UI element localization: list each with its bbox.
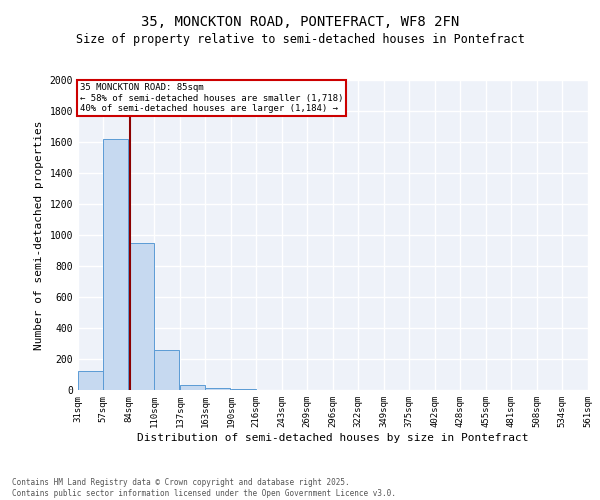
Bar xyxy=(180,384,205,390)
Bar xyxy=(129,243,154,390)
Bar xyxy=(78,372,103,390)
Bar xyxy=(205,388,230,390)
Y-axis label: Number of semi-detached properties: Number of semi-detached properties xyxy=(34,120,44,350)
Bar xyxy=(103,139,128,390)
Text: 35, MONCKTON ROAD, PONTEFRACT, WF8 2FN: 35, MONCKTON ROAD, PONTEFRACT, WF8 2FN xyxy=(141,15,459,29)
X-axis label: Distribution of semi-detached houses by size in Pontefract: Distribution of semi-detached houses by … xyxy=(137,432,529,442)
Bar xyxy=(231,389,256,390)
Text: Contains HM Land Registry data © Crown copyright and database right 2025.
Contai: Contains HM Land Registry data © Crown c… xyxy=(12,478,396,498)
Bar xyxy=(154,350,179,390)
Text: Size of property relative to semi-detached houses in Pontefract: Size of property relative to semi-detach… xyxy=(76,32,524,46)
Text: 35 MONCKTON ROAD: 85sqm
← 58% of semi-detached houses are smaller (1,718)
40% of: 35 MONCKTON ROAD: 85sqm ← 58% of semi-de… xyxy=(80,83,343,113)
